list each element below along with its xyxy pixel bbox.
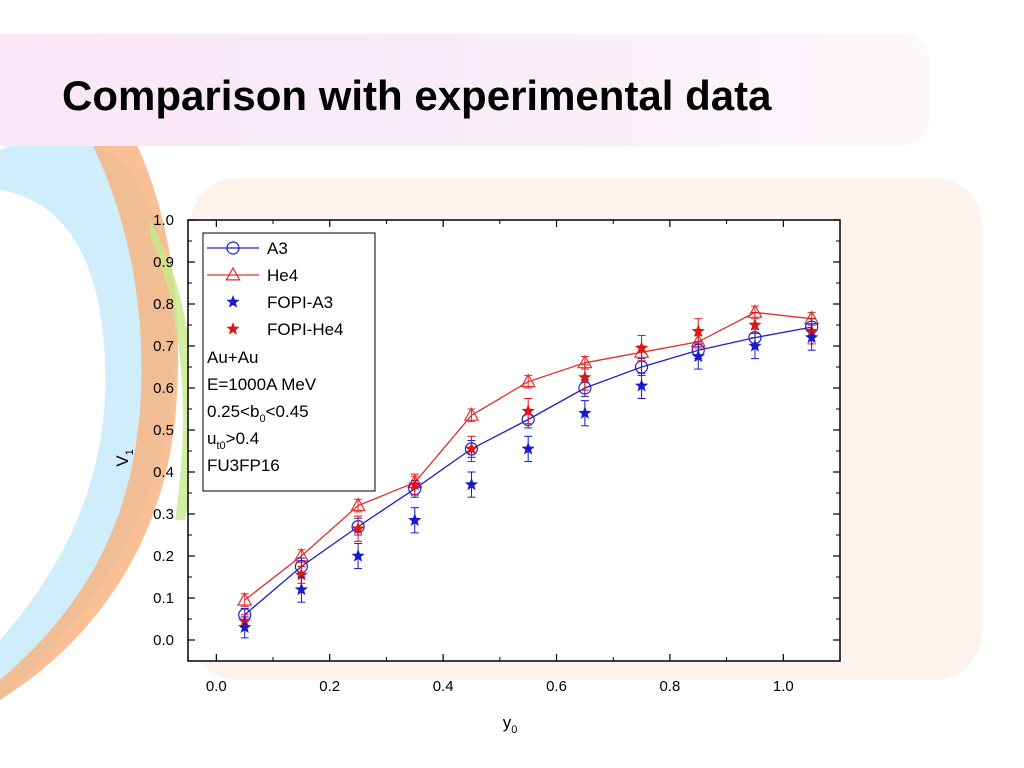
title-band <box>0 34 930 146</box>
y-axis-label: V1 <box>113 449 136 466</box>
annotation-text: ut0>0.4 <box>207 429 259 452</box>
legend-item: He4 <box>207 266 298 285</box>
data-point <box>350 497 366 512</box>
x-axis-label: y0 <box>503 713 518 736</box>
data-point <box>294 567 309 581</box>
data-point <box>464 441 479 455</box>
data-point <box>351 549 365 562</box>
data-point <box>748 318 762 331</box>
legend-label: He4 <box>267 266 298 285</box>
y-tick-label: 0.6 <box>153 380 174 397</box>
x-tick-label: 1.0 <box>773 678 794 695</box>
annotation-text: Au+Au <box>207 348 259 367</box>
data-point <box>634 341 649 354</box>
y-tick-label: 0.4 <box>153 464 174 481</box>
legend-label: FOPI-He4 <box>267 320 344 339</box>
legend-item: FOPI-A3 <box>226 293 333 312</box>
data-point <box>691 324 705 337</box>
data-point <box>521 404 535 417</box>
y-tick-label: 0.3 <box>153 506 174 523</box>
y-tick-label: 0.1 <box>153 590 174 607</box>
y-tick-label: 0.5 <box>153 422 174 439</box>
x-axis: 0.0 0.2 0.4 0.6 0.8 1.0 <box>206 220 841 695</box>
data-point <box>225 266 241 281</box>
legend-label: FOPI-A3 <box>267 293 333 312</box>
data-point <box>578 406 592 419</box>
data-point <box>408 513 422 526</box>
data-point <box>226 322 240 335</box>
series-line <box>244 311 812 601</box>
x-tick-label: 0.2 <box>319 678 340 695</box>
data-point <box>226 295 240 308</box>
y-tick-label: 0.2 <box>153 548 174 565</box>
y-tick-label: 0.7 <box>153 338 174 355</box>
legend: A3 He4 FOPI-A3 FOPI-He4 Au+Au E=1000A MeV 0.25… <box>202 232 376 492</box>
data-point <box>408 477 422 491</box>
data-point <box>748 339 762 352</box>
x-tick-label: 0.0 <box>206 678 227 695</box>
data-point <box>521 441 535 455</box>
y-tick-label: 0.9 <box>153 254 174 271</box>
x-tick-label: 0.8 <box>659 678 680 695</box>
data-point <box>294 582 309 596</box>
annotation-text: 0.25<b0<0.45 <box>207 402 309 425</box>
data-point <box>463 407 480 421</box>
data-point <box>691 349 705 363</box>
legend-item: FOPI-He4 <box>226 320 344 339</box>
y-axis: 0.0 0.1 0.2 0.3 0.4 0.5 0.6 0.7 0.8 0.9 1.0 <box>153 212 840 649</box>
legend-item: A3 <box>207 239 288 258</box>
data-point <box>464 477 479 491</box>
data-point <box>226 241 240 255</box>
x-tick-label: 0.4 <box>433 678 454 695</box>
legend-label: A3 <box>267 239 288 258</box>
y-tick-label: 1.0 <box>153 212 174 229</box>
data-point <box>237 591 253 606</box>
y-tick-label: 0.0 <box>153 632 174 649</box>
legend-box <box>202 232 376 492</box>
y-tick-label: 0.8 <box>153 296 174 313</box>
slide-title: Comparison with experimental data <box>62 72 772 119</box>
data-point <box>634 378 649 392</box>
data-point <box>578 370 592 384</box>
annotation-text: E=1000A MeV <box>207 375 317 394</box>
data-point <box>238 620 252 634</box>
data-point <box>351 521 365 535</box>
series-layer <box>237 304 820 639</box>
data-point <box>520 373 536 388</box>
x-tick-label: 0.6 <box>546 678 567 695</box>
annotation-text: FU3FP16 <box>207 456 280 475</box>
series-fopi-a3 <box>238 324 819 639</box>
data-point <box>804 330 819 344</box>
